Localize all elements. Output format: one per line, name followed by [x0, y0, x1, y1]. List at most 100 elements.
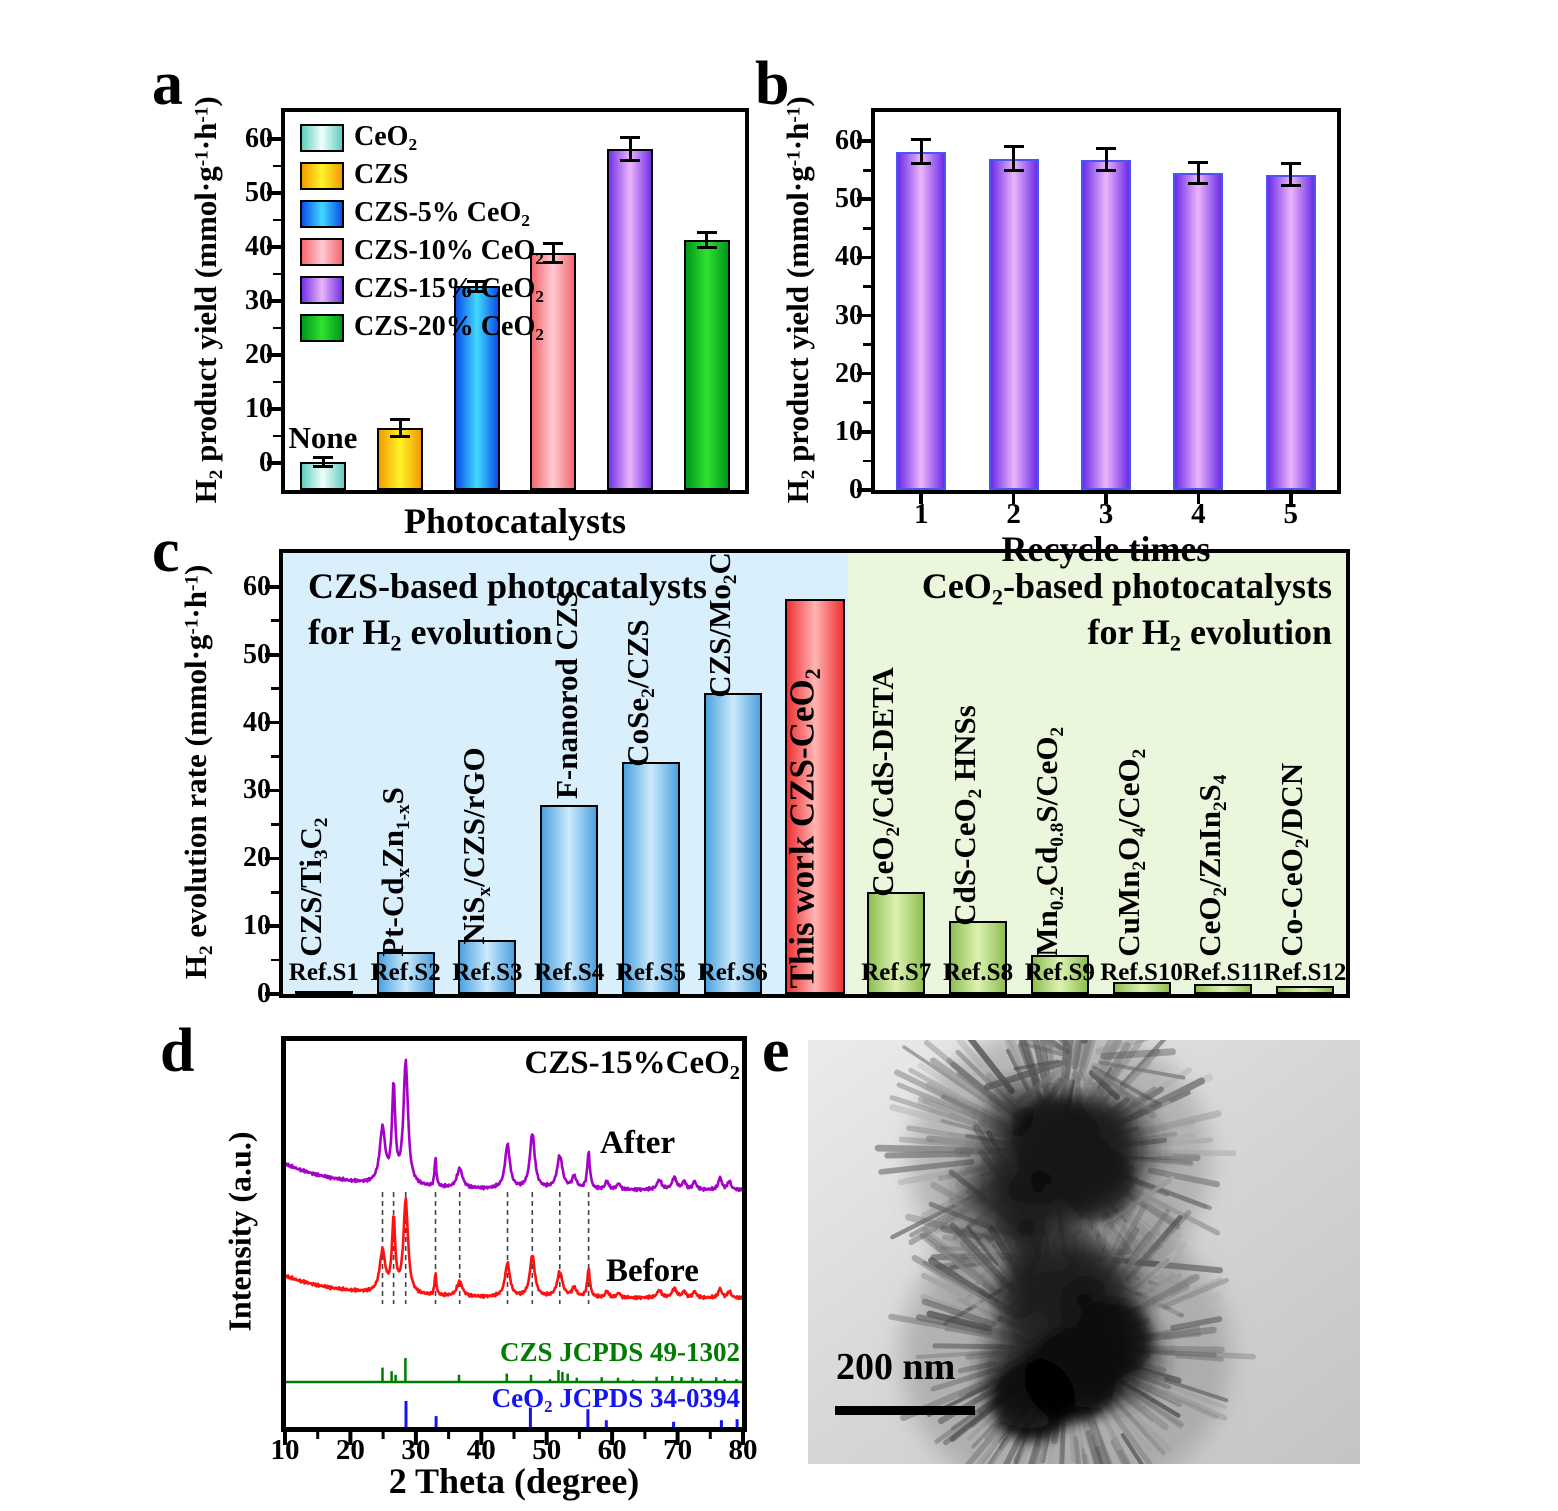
y-tick-label: 40 [243, 706, 271, 738]
xrd-x-tick-label-5: 60 [597, 1434, 627, 1466]
legend-swatch-5 [300, 314, 344, 342]
y-tick-minor [271, 822, 281, 826]
xrd-before-label: Before [606, 1253, 699, 1289]
y-tick-major [857, 139, 873, 143]
legend-label-4: CZS-15% CeO2 [354, 273, 544, 307]
error-bar-cap [390, 434, 410, 438]
xrd-after-label: After [600, 1125, 676, 1161]
y-tick-minor [273, 272, 283, 276]
ref-label-c-3: Ref.S4 [534, 959, 605, 986]
panel-e-tem-image [808, 1040, 1360, 1464]
y-tick-major [267, 137, 283, 141]
panel-c-right-title-line2: for H2 evolution [1087, 612, 1333, 656]
bar-c-8 [949, 920, 1008, 994]
x-tick-1 [1011, 492, 1016, 504]
ref-label-c-2: Ref.S3 [452, 959, 523, 986]
legend-label-1: CZS [354, 159, 409, 190]
error-bar-cap [696, 230, 717, 234]
y-tick-label: 60 [245, 123, 273, 154]
legend-label-0: CeO2 [354, 121, 418, 155]
error-bar [1104, 148, 1108, 171]
error-bar-cap [696, 246, 717, 250]
y-tick-label: 10 [835, 415, 863, 447]
bar-b-4 [1265, 174, 1316, 490]
bar-a-5 [683, 239, 730, 490]
panel-c-left-title-line2: for H2 evolution [308, 612, 553, 656]
y-tick-minor [271, 958, 281, 962]
legend-swatch-2 [300, 200, 344, 228]
bar-c-5 [703, 693, 762, 994]
bar-label-c-0: CZS/Ti3C2 [293, 817, 332, 957]
panel-c-letter: c [152, 517, 180, 585]
xrd-x-tick-label-0: 10 [270, 1434, 300, 1466]
y-tick-minor [273, 380, 283, 384]
error-bar-cap [466, 279, 487, 283]
legend-label-5: CZS-20% CeO2 [354, 311, 544, 345]
y-tick-minor [863, 401, 873, 405]
bar-label-c-3: F-nanorod CZS [549, 590, 585, 800]
y-tick-major [267, 245, 283, 249]
y-tick-major [265, 856, 281, 861]
y-tick-label: 0 [849, 474, 863, 505]
xrd-curve-after [284, 1058, 744, 1193]
bar-c-11 [1194, 983, 1253, 994]
y-tick-major [265, 720, 281, 725]
panel-c-y-axis-label: H2 evolution rate (mmol·g-1·h-1) [178, 564, 217, 980]
y-tick-major [265, 652, 281, 657]
error-bar-cap [1096, 169, 1116, 173]
error-bar-cap [313, 456, 334, 460]
y-tick-label: 50 [835, 183, 863, 215]
y-tick-major [265, 992, 281, 996]
panel-a-none-annotation: None [288, 420, 358, 455]
xrd-plot [281, 1036, 747, 1445]
bar-a-2 [453, 286, 500, 490]
error-bar-cap [1003, 168, 1024, 172]
panel-d-y-axis-label: Intensity (a.u.) [221, 1131, 258, 1332]
xrd-x-ticks [283, 1432, 745, 1445]
error-bar-cap [1280, 184, 1301, 188]
error-bar-cap [1188, 161, 1209, 165]
error-bar [628, 137, 632, 161]
y-tick-label: 20 [835, 357, 863, 389]
y-tick-minor [863, 343, 873, 346]
legend-label-2: CZS-5% CeO2 [354, 197, 530, 231]
bar-a-1 [377, 427, 423, 490]
error-bar-cap [543, 260, 564, 264]
legend-swatch-3 [300, 238, 344, 266]
bar-c-12 [1276, 985, 1335, 994]
bar-label-c-5: CZS/Mo2C [701, 552, 741, 699]
ref-label-c-10: Ref.S10 [1100, 959, 1183, 986]
bar-c-6 [784, 599, 845, 994]
xrd-x-tick-label-3: 40 [466, 1434, 496, 1466]
bar-label-c-12: Co-CeO2/DCN [1274, 762, 1314, 957]
xrd-curve-before [284, 1196, 744, 1301]
legend-label-3: CZS-10% CeO2 [354, 235, 544, 269]
error-bar-cap [911, 162, 932, 166]
panel-a-x-axis-label: Photocatalysts [404, 501, 626, 541]
bar-label-c-1: Pt-CdxZn1-xS [374, 787, 414, 957]
error-bar-cap [620, 135, 640, 139]
y-tick-label: 30 [245, 285, 273, 316]
bar-b-3 [1173, 173, 1224, 490]
y-tick-minor [863, 285, 873, 288]
y-tick-label: 60 [835, 125, 863, 157]
bar-c-4 [621, 761, 680, 994]
bar-c-3 [540, 805, 599, 994]
y-tick-minor [273, 218, 283, 222]
y-tick-minor [863, 459, 873, 463]
xrd-reference-czs-sticks [283, 1358, 745, 1384]
y-tick-minor [271, 755, 281, 758]
bar-b-1 [988, 158, 1039, 490]
x-tick-2 [1104, 492, 1108, 504]
error-bar-cap [543, 242, 564, 246]
x-tick-label-0: 1 [913, 498, 929, 530]
error-bar [475, 281, 479, 292]
xrd-reference-ceo2-sticks [404, 1401, 739, 1427]
y-tick-minor [863, 226, 873, 230]
y-tick-major [265, 788, 281, 793]
y-tick-label: 20 [245, 339, 273, 370]
y-tick-major [265, 924, 281, 928]
bar-b-0 [896, 151, 947, 490]
panel-b-x-axis-label: Recycle times [1001, 529, 1211, 569]
